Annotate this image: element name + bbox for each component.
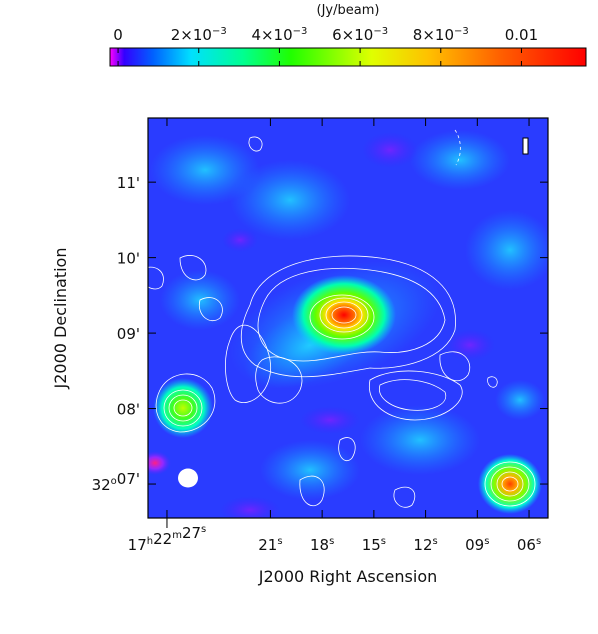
contour bbox=[338, 437, 356, 462]
y-tick-label: 09' bbox=[117, 325, 140, 343]
noise-blob bbox=[410, 130, 510, 190]
scale-bar bbox=[522, 137, 529, 155]
colorbar-tick-labels: 0 2×10−3 4×10−3 6×10−3 8×10−3 0.01 bbox=[113, 26, 538, 44]
contour bbox=[225, 325, 272, 403]
noise-blob bbox=[495, 380, 545, 420]
noise-blob bbox=[360, 405, 480, 475]
colorbar-unit-label: (Jy/beam) bbox=[317, 3, 380, 18]
contour bbox=[248, 136, 263, 152]
colorbar-tick-label: 0 bbox=[113, 26, 123, 44]
noise-blob bbox=[445, 329, 495, 361]
contour bbox=[309, 294, 375, 340]
contour bbox=[155, 373, 216, 433]
contour bbox=[148, 266, 164, 290]
y-tick-label: 11' bbox=[117, 174, 140, 192]
contour bbox=[369, 370, 463, 421]
x-tick-label: 18s bbox=[310, 536, 334, 554]
noise-blob-magenta bbox=[148, 451, 171, 475]
y-tick-label: 32o07' bbox=[92, 470, 140, 494]
plot-frame bbox=[147, 117, 549, 519]
x-tick-label: 12s bbox=[413, 536, 437, 554]
x-tick-label: 21s bbox=[258, 536, 282, 554]
colorbar bbox=[109, 47, 587, 67]
contour bbox=[501, 476, 519, 492]
y-tick-label: 08' bbox=[117, 401, 140, 419]
contour bbox=[198, 297, 223, 322]
noise-blob bbox=[362, 132, 418, 168]
noise-blob bbox=[230, 160, 350, 240]
contour bbox=[331, 306, 357, 324]
colorbar-tick-label: 8×10−3 bbox=[413, 26, 469, 44]
contour bbox=[325, 301, 363, 329]
contour bbox=[299, 475, 325, 506]
colorbar-tick-label: 2×10−3 bbox=[171, 26, 227, 44]
central-source bbox=[292, 275, 396, 355]
contour bbox=[168, 394, 198, 422]
intensity-map bbox=[148, 118, 548, 518]
contour bbox=[487, 376, 498, 388]
x-tick-label: 15s bbox=[362, 536, 386, 554]
colorbar-ticks bbox=[117, 48, 522, 66]
contour bbox=[179, 255, 207, 281]
contour bbox=[319, 297, 369, 333]
noise-blob bbox=[300, 406, 360, 434]
x-axis-tick-labels: 17h22m27s 21s 18s 15s 12s 09s 06s bbox=[128, 524, 542, 554]
contour bbox=[379, 379, 447, 411]
x-axis-label: J2000 Right Ascension bbox=[258, 567, 438, 586]
contour bbox=[173, 399, 193, 417]
y-axis-ticks bbox=[148, 181, 548, 485]
contour bbox=[255, 356, 303, 404]
contours bbox=[148, 129, 536, 508]
contour bbox=[484, 461, 536, 507]
noise-blob bbox=[465, 210, 548, 290]
x-tick-label: 09s bbox=[465, 536, 489, 554]
colorbar-tick-label: 0.01 bbox=[505, 26, 538, 44]
y-axis-tick-labels: 32o07' 08' 09' 10' 11' bbox=[92, 174, 140, 494]
contour bbox=[496, 471, 524, 497]
contour bbox=[240, 255, 456, 378]
noise-blob bbox=[220, 496, 280, 518]
colorbar-tick-label: 4×10−3 bbox=[251, 26, 307, 44]
x-tick-label: 06s bbox=[517, 536, 541, 554]
dashed-contour bbox=[454, 129, 461, 166]
southwest-source bbox=[478, 454, 542, 514]
noise-blob bbox=[260, 440, 360, 500]
noise-blob bbox=[222, 228, 258, 252]
contour bbox=[490, 466, 530, 502]
y-axis-label: J2000 Declination bbox=[51, 248, 70, 390]
x-axis-ticks bbox=[166, 118, 530, 528]
noise-blob bbox=[150, 135, 260, 205]
contour bbox=[163, 389, 203, 427]
x-tick-label: 17h22m27s bbox=[128, 524, 207, 554]
contour bbox=[393, 486, 416, 508]
y-tick-label: 10' bbox=[117, 250, 140, 268]
colorbar-tick-label: 6×10−3 bbox=[332, 26, 388, 44]
west-source bbox=[153, 378, 213, 438]
beam-ellipse bbox=[178, 468, 198, 488]
